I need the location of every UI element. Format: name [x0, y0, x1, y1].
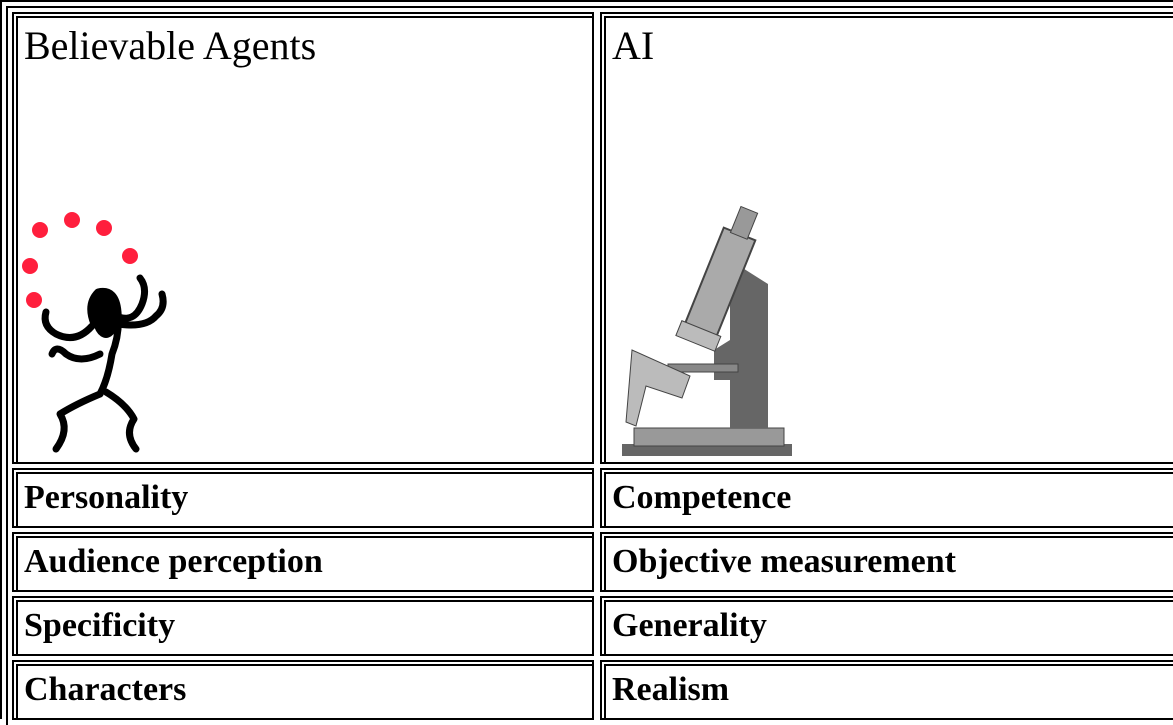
cell-text: Characters — [24, 671, 187, 708]
microscope-image — [622, 205, 792, 456]
table-cell: Generality — [600, 596, 1173, 656]
table-frame-inner — [6, 6, 1173, 725]
cell-text: Generality — [612, 607, 767, 644]
table-cell: Competence — [600, 468, 1173, 528]
table-cell: Characters — [12, 660, 594, 720]
table-cell: Objective measurement — [600, 532, 1173, 592]
table-cell: Realism — [600, 660, 1173, 720]
header-text: AI — [612, 23, 655, 68]
table-cell: Personality — [12, 468, 594, 528]
table-cell: Audience perception — [12, 532, 594, 592]
table-cell: Specificity — [12, 596, 594, 656]
juggler-image — [22, 212, 167, 453]
cell-text: Specificity — [24, 607, 176, 644]
header-cell: AI — [600, 12, 1173, 464]
cell-text: Realism — [612, 671, 730, 708]
header-cell: Believable Agents — [12, 12, 594, 464]
cell-text: Personality — [24, 479, 189, 516]
cell-text: Objective measurement — [612, 543, 956, 580]
header-text: Believable Agents — [24, 23, 317, 68]
cell-text: Audience perception — [24, 543, 323, 580]
cell-text: Competence — [612, 479, 792, 516]
